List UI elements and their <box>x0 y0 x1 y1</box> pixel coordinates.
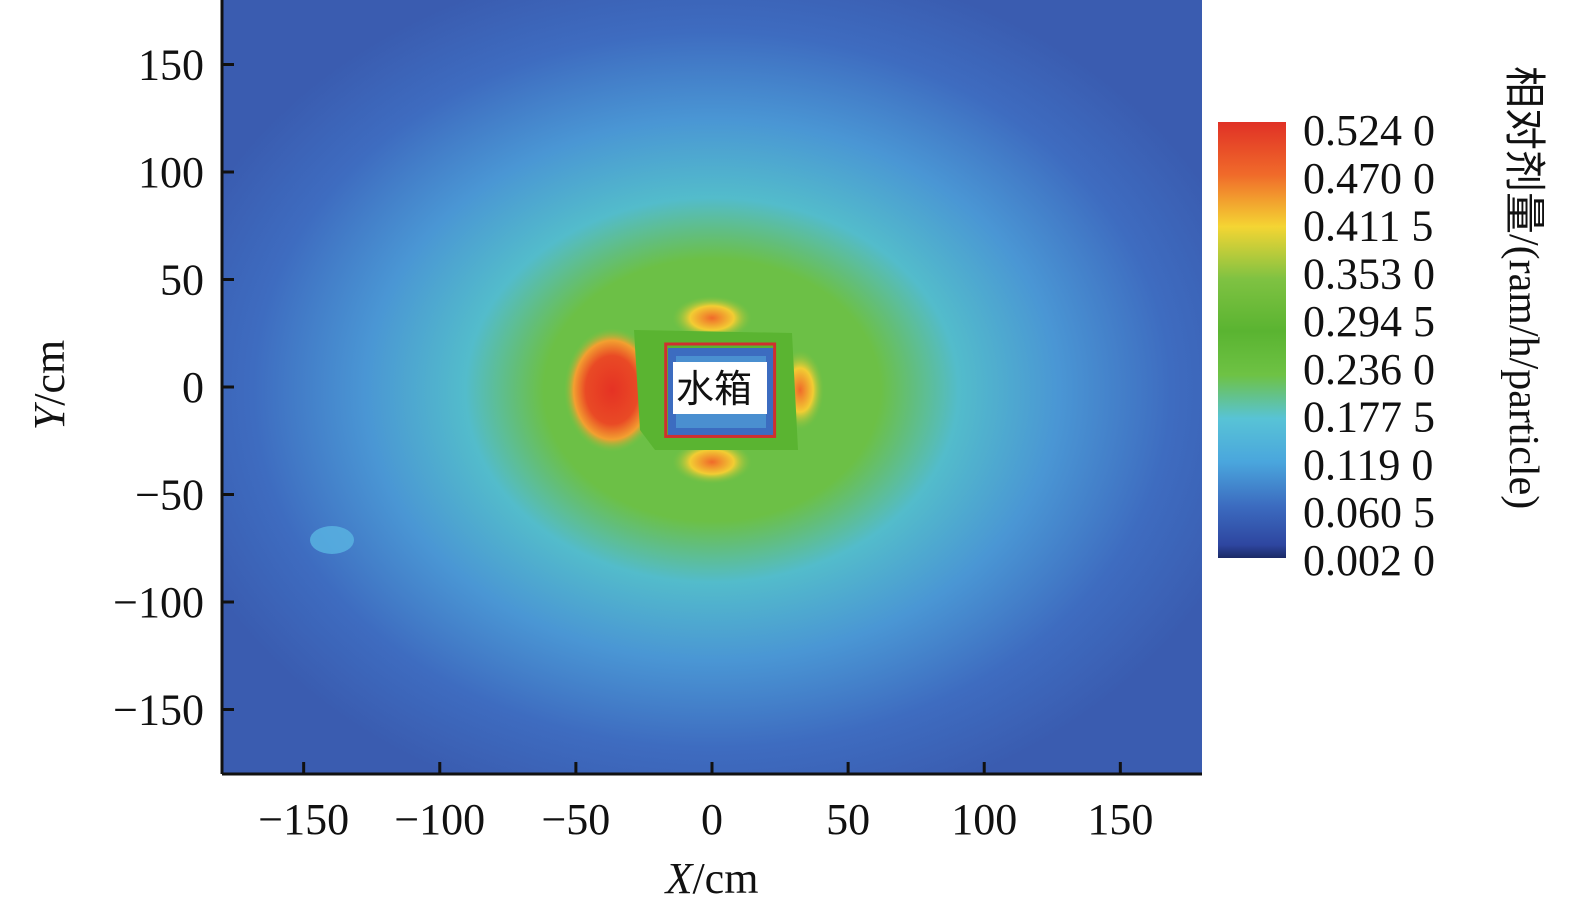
colorbar-tick-label: 0.411 5 <box>1303 202 1433 251</box>
colorbar-tick-label: 0.353 0 <box>1303 249 1435 298</box>
colorbar: 0.524 00.470 00.411 50.353 00.294 50.236… <box>1218 66 1546 585</box>
x-ticks: −150 −100 −50 0 50 100 150 <box>258 762 1153 844</box>
colorbar-tick-label: 0.002 0 <box>1303 536 1435 585</box>
water-tank-label-bg <box>673 362 767 414</box>
y-tick-label: −50 <box>135 471 204 520</box>
colorbar-labels: 0.524 00.470 00.411 50.353 00.294 50.236… <box>1303 106 1435 585</box>
x-tick-label: 100 <box>951 795 1017 844</box>
low-dose-spot <box>310 526 354 554</box>
colorbar-tick-label: 0.524 0 <box>1303 106 1435 155</box>
y-ticks: 150 100 50 0 −50 −100 −150 <box>113 41 234 735</box>
colorbar-tick-label: 0.119 0 <box>1303 440 1433 489</box>
y-tick-label: −150 <box>113 686 204 735</box>
x-axis-title: X/cm <box>664 854 759 903</box>
colorbar-tick-label: 0.470 0 <box>1303 154 1435 203</box>
hot-spot-bottom <box>672 440 752 484</box>
y-tick-label: 50 <box>160 256 204 305</box>
x-tick-label: 0 <box>701 795 723 844</box>
y-axis-title: Y/cm <box>25 340 74 430</box>
colorbar-tick-label: 0.177 5 <box>1303 393 1435 442</box>
colorbar-tick-label: 0.236 0 <box>1303 345 1435 394</box>
x-tick-label: 50 <box>826 795 870 844</box>
x-tick-label: −100 <box>394 795 485 844</box>
plot-area: 水箱 <box>222 0 1202 774</box>
y-tick-label: 100 <box>138 148 204 197</box>
y-tick-label: −100 <box>113 578 204 627</box>
colorbar-ramp <box>1218 122 1286 558</box>
colorbar-title: 相对剂量/(ram/h/particle) <box>1500 66 1546 509</box>
y-tick-label: 150 <box>138 41 204 90</box>
y-tick-label: 0 <box>182 363 204 412</box>
x-tick-label: −50 <box>541 795 610 844</box>
colorbar-tick-label: 0.060 5 <box>1303 488 1435 537</box>
water-tank-outline <box>664 342 777 438</box>
x-tick-label: 150 <box>1087 795 1153 844</box>
colorbar-tick-label: 0.294 5 <box>1303 297 1435 346</box>
x-tick-label: −150 <box>258 795 349 844</box>
water-tank-label: 水箱 <box>676 367 752 411</box>
hot-spot-top <box>672 296 752 340</box>
